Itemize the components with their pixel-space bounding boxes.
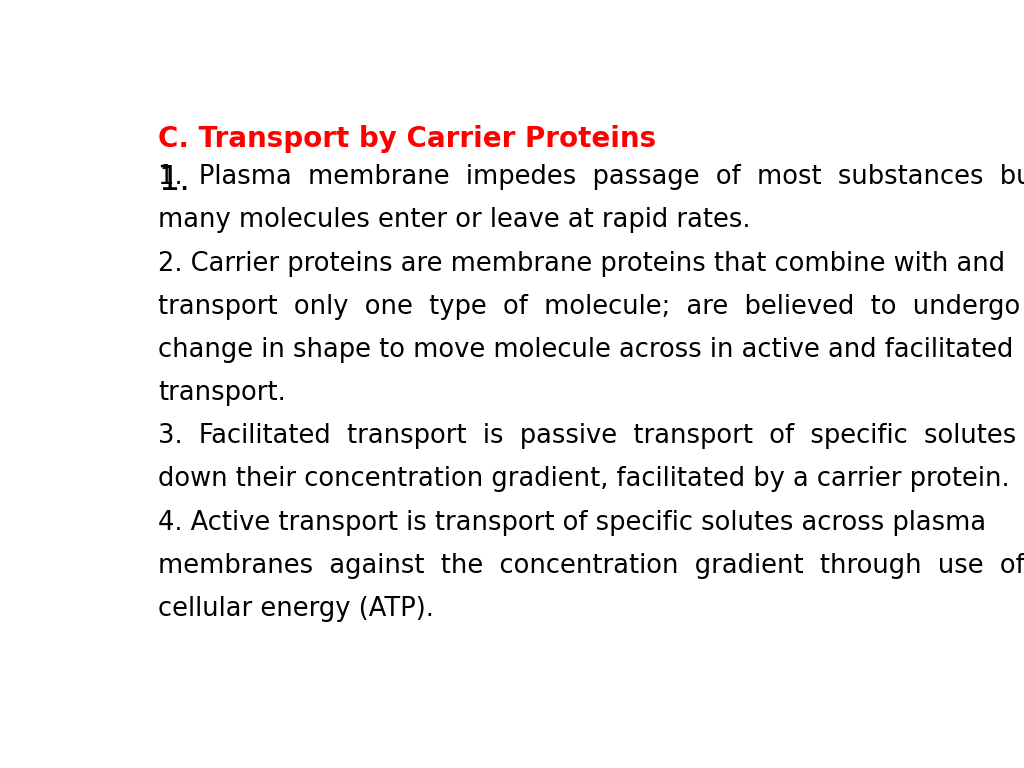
Text: cellular energy (ATP).: cellular energy (ATP). [158, 596, 434, 622]
Text: 1.  Plasma  membrane  impedes  passage  of  most  substances  but: 1. Plasma membrane impedes passage of mo… [158, 164, 1024, 190]
Text: change in shape to move molecule across in active and facilitated: change in shape to move molecule across … [158, 337, 1014, 363]
Text: many molecules enter or leave at rapid rates.: many molecules enter or leave at rapid r… [158, 207, 751, 233]
Text: transport  only  one  type  of  molecule;  are  believed  to  undergo  a: transport only one type of molecule; are… [158, 294, 1024, 319]
Text: 2. Carrier proteins are membrane proteins that combine with and: 2. Carrier proteins are membrane protein… [158, 250, 1006, 276]
Text: 3.  Facilitated  transport  is  passive  transport  of  specific  solutes: 3. Facilitated transport is passive tran… [158, 423, 1017, 449]
Text: down their concentration gradient, facilitated by a carrier protein.: down their concentration gradient, facil… [158, 466, 1010, 492]
Text: C. Transport by Carrier Proteins: C. Transport by Carrier Proteins [158, 124, 656, 153]
Text: 4. Active transport is transport of specific solutes across plasma: 4. Active transport is transport of spec… [158, 510, 986, 535]
Text: 1.: 1. [158, 164, 190, 197]
Text: membranes  against  the  concentration  gradient  through  use  of: membranes against the concentration grad… [158, 553, 1024, 579]
Text: transport.: transport. [158, 380, 286, 406]
